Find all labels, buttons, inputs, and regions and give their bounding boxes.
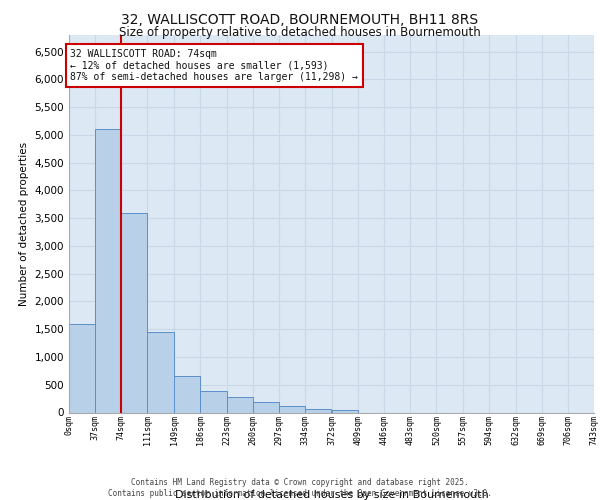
Bar xyxy=(227,397,253,412)
Bar xyxy=(279,406,305,412)
Bar xyxy=(253,402,279,412)
Bar xyxy=(95,130,121,412)
Bar xyxy=(305,409,331,412)
Bar xyxy=(148,332,173,412)
Bar xyxy=(200,392,227,412)
Bar xyxy=(69,324,95,412)
X-axis label: Distribution of detached houses by size in Bournemouth: Distribution of detached houses by size … xyxy=(175,490,488,500)
Text: Size of property relative to detached houses in Bournemouth: Size of property relative to detached ho… xyxy=(119,26,481,39)
Y-axis label: Number of detached properties: Number of detached properties xyxy=(19,142,29,306)
Bar xyxy=(332,410,358,412)
Text: 32 WALLISCOTT ROAD: 74sqm
← 12% of detached houses are smaller (1,593)
87% of se: 32 WALLISCOTT ROAD: 74sqm ← 12% of detac… xyxy=(70,49,358,82)
Text: Contains HM Land Registry data © Crown copyright and database right 2025.
Contai: Contains HM Land Registry data © Crown c… xyxy=(108,478,492,498)
Bar xyxy=(174,376,200,412)
Bar xyxy=(121,212,148,412)
Text: 32, WALLISCOTT ROAD, BOURNEMOUTH, BH11 8RS: 32, WALLISCOTT ROAD, BOURNEMOUTH, BH11 8… xyxy=(121,12,479,26)
